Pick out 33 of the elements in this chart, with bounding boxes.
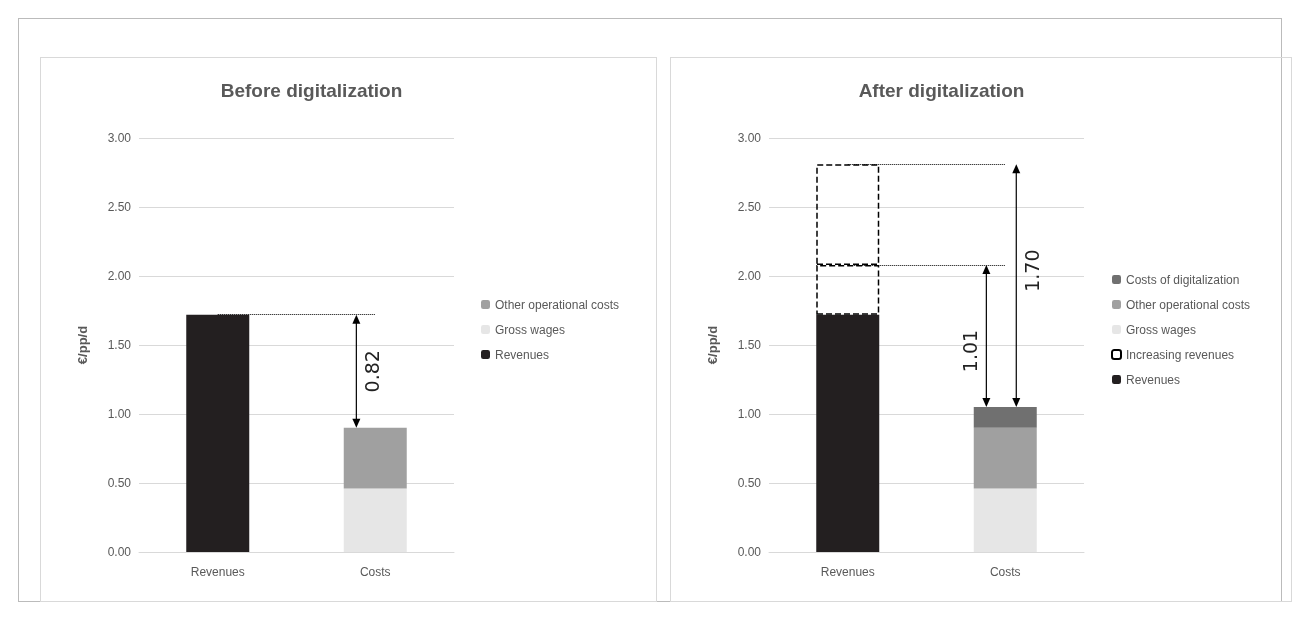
annotation: 0.82 [361, 350, 384, 393]
y-tick-label: 2.50 [737, 200, 762, 214]
y-tick-label: 1.50 [107, 338, 132, 352]
y-tick-label: 2.50 [107, 200, 132, 214]
chart-title: After digitalization [858, 80, 1025, 101]
y-tick-label: 0.00 [107, 545, 132, 559]
legend-label: Costs of digitalization [1126, 272, 1240, 287]
y-tick-label: 2.00 [737, 269, 762, 283]
y-tick-label: 1.00 [737, 407, 762, 421]
legend-label: Increasing revenues [1126, 347, 1235, 362]
y-tick-label: 0.00 [737, 545, 762, 559]
legend-label: Revenues [495, 347, 550, 362]
y-tick-label: 1.50 [737, 338, 762, 352]
legend-label: Gross wages [1126, 322, 1197, 337]
legend-label: Gross wages [495, 322, 566, 337]
legend-label: Other operational costs [1126, 297, 1251, 312]
y-axis-title: €/pp/d [75, 325, 90, 365]
x-tick-label: Revenues [190, 565, 245, 579]
legend-label: Revenues [1126, 372, 1181, 387]
annotation: 1.01 [959, 329, 982, 373]
y-tick-label: 2.00 [107, 269, 132, 283]
legend-label: Other operational costs [495, 297, 620, 312]
annotation: 1.70 [1021, 249, 1044, 292]
y-tick-label: 1.00 [107, 407, 132, 421]
y-tick-label: 0.50 [107, 476, 132, 490]
chart-title: Before digitalization [220, 80, 403, 101]
x-tick-label: Revenues [820, 565, 875, 579]
x-tick-label: Costs [359, 565, 391, 579]
x-tick-label: Costs [989, 565, 1021, 579]
y-tick-label: 3.00 [737, 131, 762, 145]
y-tick-label: 3.00 [107, 131, 132, 145]
y-tick-label: 0.50 [737, 476, 762, 490]
y-axis-title: €/pp/d [705, 325, 720, 365]
